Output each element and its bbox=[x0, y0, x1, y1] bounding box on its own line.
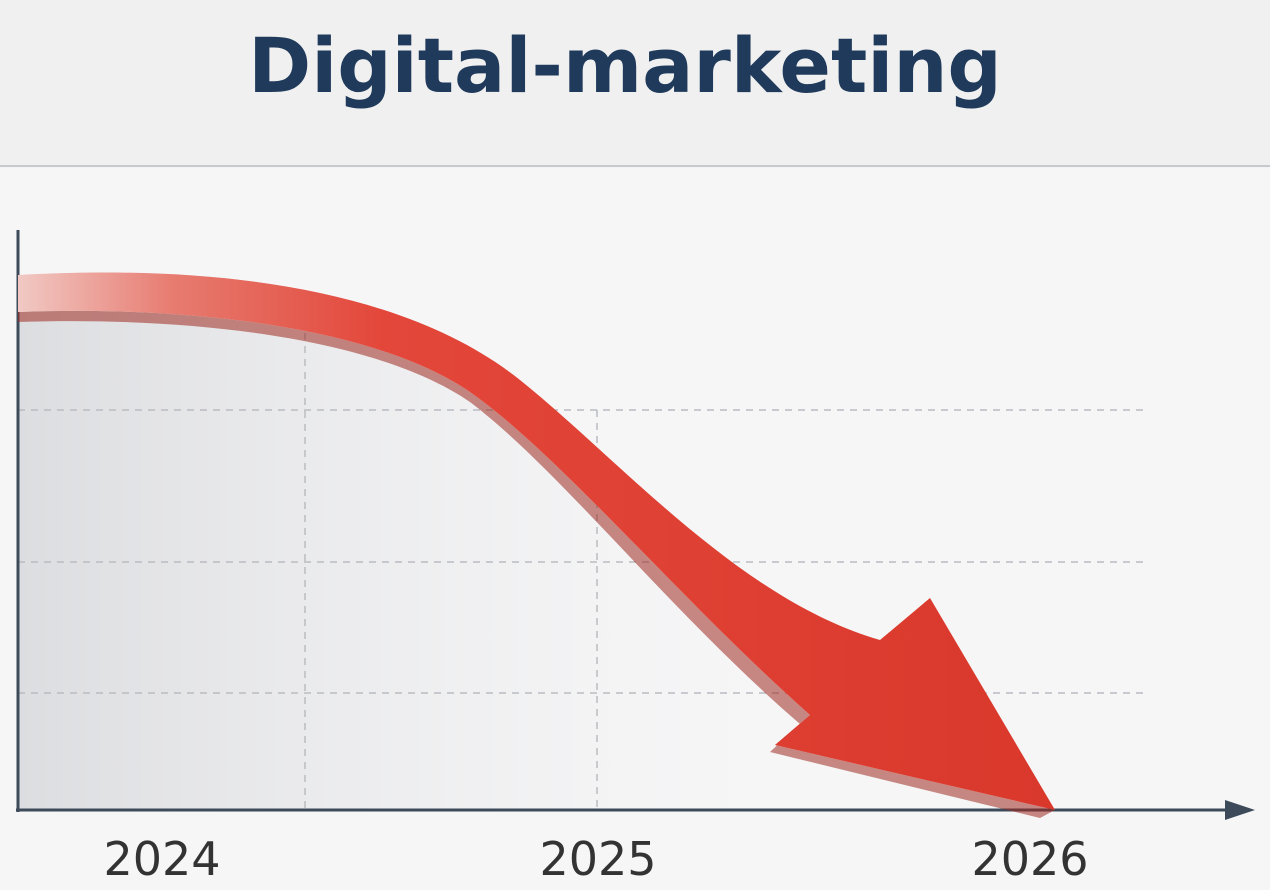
x-tick-label: 2024 bbox=[103, 832, 220, 886]
chart-title: Digital-marketing bbox=[248, 21, 1002, 110]
trend-arrow bbox=[18, 272, 1055, 811]
x-axis-arrowhead bbox=[1225, 800, 1255, 820]
x-tick-label: 2025 bbox=[539, 832, 656, 886]
marks bbox=[18, 272, 1055, 818]
x-tick-label: 2026 bbox=[971, 832, 1088, 886]
shaded-area bbox=[18, 299, 800, 810]
header-background bbox=[0, 0, 1270, 165]
